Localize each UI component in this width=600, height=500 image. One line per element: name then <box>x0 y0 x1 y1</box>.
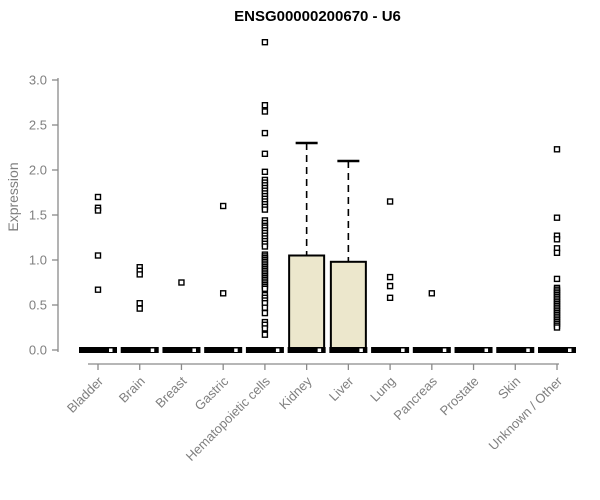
box-liver <box>329 260 367 351</box>
outlier-point-unknown-other <box>553 146 561 153</box>
outlier-point-bladder <box>94 252 102 259</box>
outlier-point-unknown-other <box>553 324 561 331</box>
outlier-point-unknown-other <box>553 275 561 283</box>
outlier-point-unknown-other <box>553 236 561 243</box>
box-kidney <box>288 254 326 351</box>
zero-point-notch-skin <box>526 348 530 352</box>
outlier-point-hematopoietic-cells <box>261 285 269 292</box>
outlier-point-hematopoietic-cells <box>261 304 269 311</box>
zero-point-notch-kidney <box>317 348 322 352</box>
outlier-point-bladder <box>94 286 102 293</box>
category-label-unknown-other: Unknown / Other <box>486 373 566 453</box>
zero-point-notch-unknown-other <box>568 348 572 352</box>
median-bar-breast <box>162 347 201 353</box>
outlier-point-lung <box>386 198 394 205</box>
outlier-point-hematopoietic-cells <box>261 129 269 137</box>
outlier-point-hematopoietic-cells <box>261 309 269 317</box>
y-tick-label: 2.5 <box>29 118 47 133</box>
median-bar-skin <box>496 347 535 353</box>
outlier-point-brain <box>136 271 143 278</box>
median-bar-bladder <box>79 347 117 353</box>
outlier-point-unknown-other <box>553 249 561 257</box>
median-bar-unknown-other <box>538 347 576 353</box>
median-bar-gastric <box>204 347 243 353</box>
zero-point-notch-lung <box>401 348 405 352</box>
outlier-point-bladder <box>94 193 102 201</box>
zero-point-notch-liver <box>359 348 363 352</box>
outlier-point-hematopoietic-cells <box>261 243 269 250</box>
outlier-point-gastric <box>219 202 227 210</box>
median-bar-lung <box>371 347 410 353</box>
y-tick-label: 0.5 <box>29 298 47 313</box>
outlier-point-hematopoietic-cells <box>261 108 269 115</box>
zero-point-notch-hematopoietic-cells <box>275 348 280 352</box>
outlier-point-bladder <box>94 207 102 214</box>
zero-point-notch-brain <box>150 348 155 352</box>
outlier-point-hematopoietic-cells <box>261 331 269 338</box>
category-label-bladder: Bladder <box>64 373 107 416</box>
y-tick-label: 0.0 <box>29 343 47 358</box>
y-tick-label: 3.0 <box>29 73 47 88</box>
outlier-point-hematopoietic-cells <box>261 150 269 158</box>
zero-point-notch-pancreas <box>442 348 447 352</box>
category-label-prostate: Prostate <box>437 374 482 419</box>
category-label-kidney: Kidney <box>276 373 315 412</box>
zero-point-notch-breast <box>192 348 196 352</box>
y-tick-label: 1.5 <box>29 208 47 223</box>
outlier-point-pancreas <box>428 290 436 297</box>
outlier-point-unknown-other <box>553 214 561 221</box>
outlier-point-breast <box>178 279 185 286</box>
zero-point-notch-prostate <box>484 348 489 352</box>
category-label-breast: Breast <box>152 373 189 410</box>
median-bar-pancreas <box>412 347 451 353</box>
zero-point-notch-bladder <box>109 348 113 352</box>
category-label-lung: Lung <box>367 374 398 405</box>
zero-point-notch-gastric <box>234 348 238 352</box>
category-label-pancreas: Pancreas <box>390 373 440 423</box>
outlier-point-hematopoietic-cells <box>261 206 269 213</box>
y-tick-label: 2.0 <box>29 163 47 178</box>
outlier-point-hematopoietic-cells <box>261 325 269 332</box>
category-label-liver: Liver <box>326 373 357 404</box>
outlier-point-lung <box>386 282 394 290</box>
outlier-point-brain <box>136 300 143 307</box>
y-tick-label: 1.0 <box>29 253 47 268</box>
outlier-point-gastric <box>219 290 227 297</box>
chart-title: ENSG00000200670 - U6 <box>234 8 401 25</box>
category-label-skin: Skin <box>495 374 523 402</box>
median-bar-prostate <box>454 347 493 353</box>
category-label-brain: Brain <box>116 374 148 406</box>
median-bar-hematopoietic-cells <box>245 347 284 353</box>
median-bar-kidney <box>287 347 326 353</box>
category-label-gastric: Gastric <box>192 373 232 413</box>
median-bar-liver <box>329 347 368 353</box>
outlier-point-brain <box>136 305 143 312</box>
outlier-point-hematopoietic-cells <box>261 168 269 176</box>
outlier-point-lung <box>386 294 394 301</box>
median-bar-brain <box>120 347 159 353</box>
outlier-point-lung <box>386 273 394 281</box>
outlier-point-hematopoietic-cells <box>261 39 269 46</box>
outlier-point-hematopoietic-cells <box>261 101 269 109</box>
